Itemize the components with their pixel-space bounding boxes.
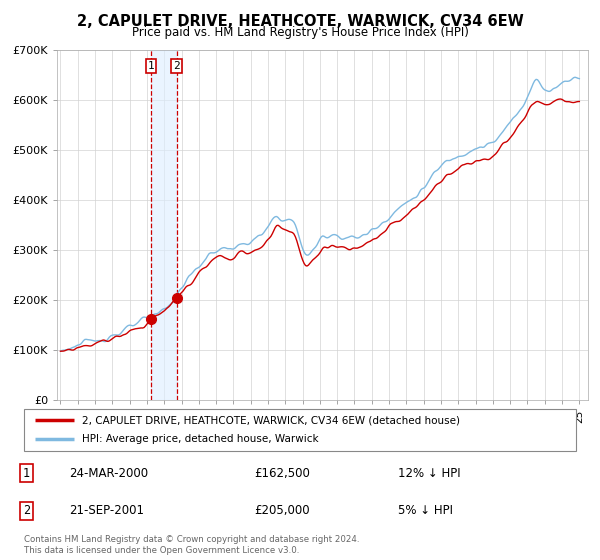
Text: Contains HM Land Registry data © Crown copyright and database right 2024.
This d: Contains HM Land Registry data © Crown c…	[24, 535, 359, 555]
Text: £162,500: £162,500	[254, 466, 310, 479]
Text: HPI: Average price, detached house, Warwick: HPI: Average price, detached house, Warw…	[82, 435, 319, 445]
Text: Price paid vs. HM Land Registry's House Price Index (HPI): Price paid vs. HM Land Registry's House …	[131, 26, 469, 39]
Text: 2: 2	[23, 505, 30, 517]
Text: 24-MAR-2000: 24-MAR-2000	[70, 466, 149, 479]
FancyBboxPatch shape	[24, 409, 576, 451]
Text: 21-SEP-2001: 21-SEP-2001	[70, 505, 145, 517]
Text: 2, CAPULET DRIVE, HEATHCOTE, WARWICK, CV34 6EW (detached house): 2, CAPULET DRIVE, HEATHCOTE, WARWICK, CV…	[82, 415, 460, 425]
Text: 2: 2	[173, 61, 180, 71]
Text: 1: 1	[148, 61, 154, 71]
Bar	[151, 50, 176, 400]
Text: 1: 1	[23, 466, 30, 479]
Text: 5% ↓ HPI: 5% ↓ HPI	[398, 505, 453, 517]
Text: 2, CAPULET DRIVE, HEATHCOTE, WARWICK, CV34 6EW: 2, CAPULET DRIVE, HEATHCOTE, WARWICK, CV…	[77, 14, 523, 29]
Text: £205,000: £205,000	[254, 505, 310, 517]
Text: 12% ↓ HPI: 12% ↓ HPI	[398, 466, 461, 479]
